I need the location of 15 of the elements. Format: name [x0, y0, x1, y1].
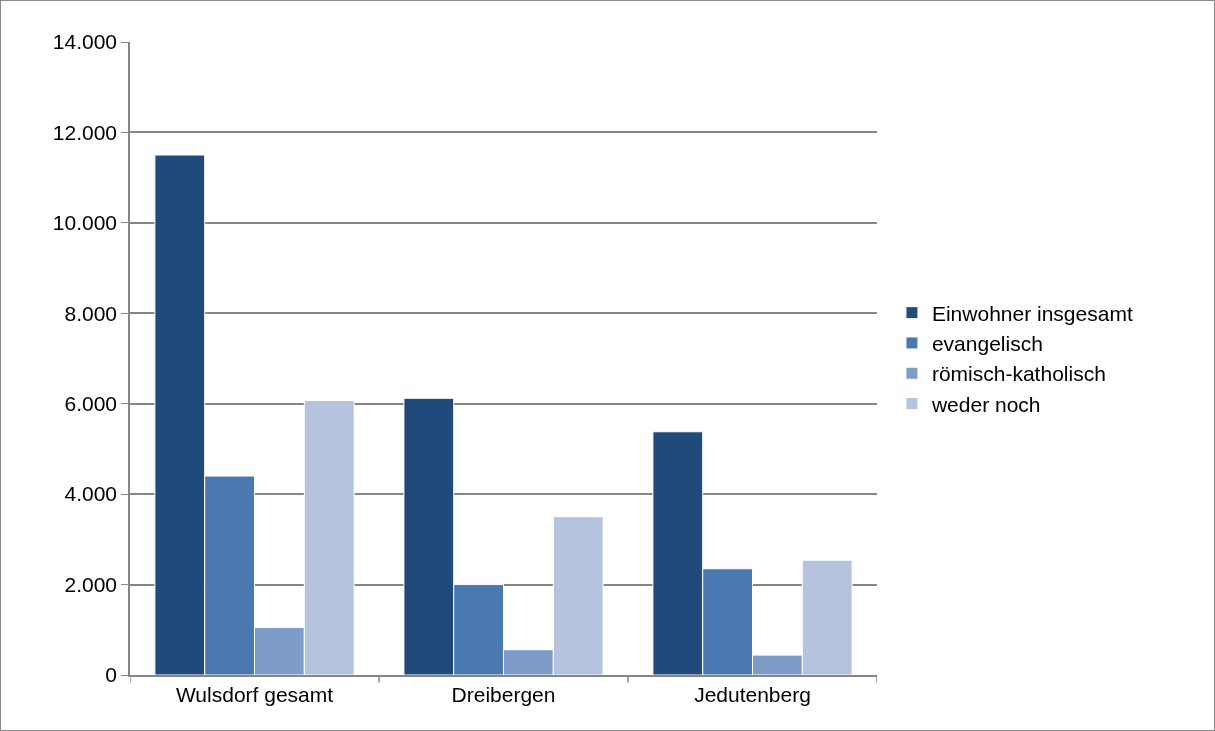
legend-label: römisch-katholisch — [931, 362, 1106, 386]
y-tick-label: 0 — [105, 663, 118, 687]
x-tick-label: Wulsdorf gesamt — [175, 682, 334, 706]
legend-label: Einwohner insgesamt — [931, 301, 1133, 325]
x-tick-label: Jedutenberg — [694, 682, 811, 706]
y-tick-label: 4.000 — [64, 482, 118, 506]
y-tick-label: 10.000 — [52, 211, 118, 235]
legend-label: evangelisch — [931, 332, 1043, 356]
y-tick-label: 8.000 — [64, 301, 118, 325]
x-tick-label: Dreibergen — [451, 682, 556, 706]
y-tick-label: 6.000 — [64, 392, 118, 416]
y-tick-label: 14.000 — [52, 30, 118, 54]
legend-label: weder noch — [930, 392, 1041, 416]
y-tick-label: 12.000 — [52, 120, 118, 144]
y-tick-label: 2.000 — [64, 572, 118, 596]
